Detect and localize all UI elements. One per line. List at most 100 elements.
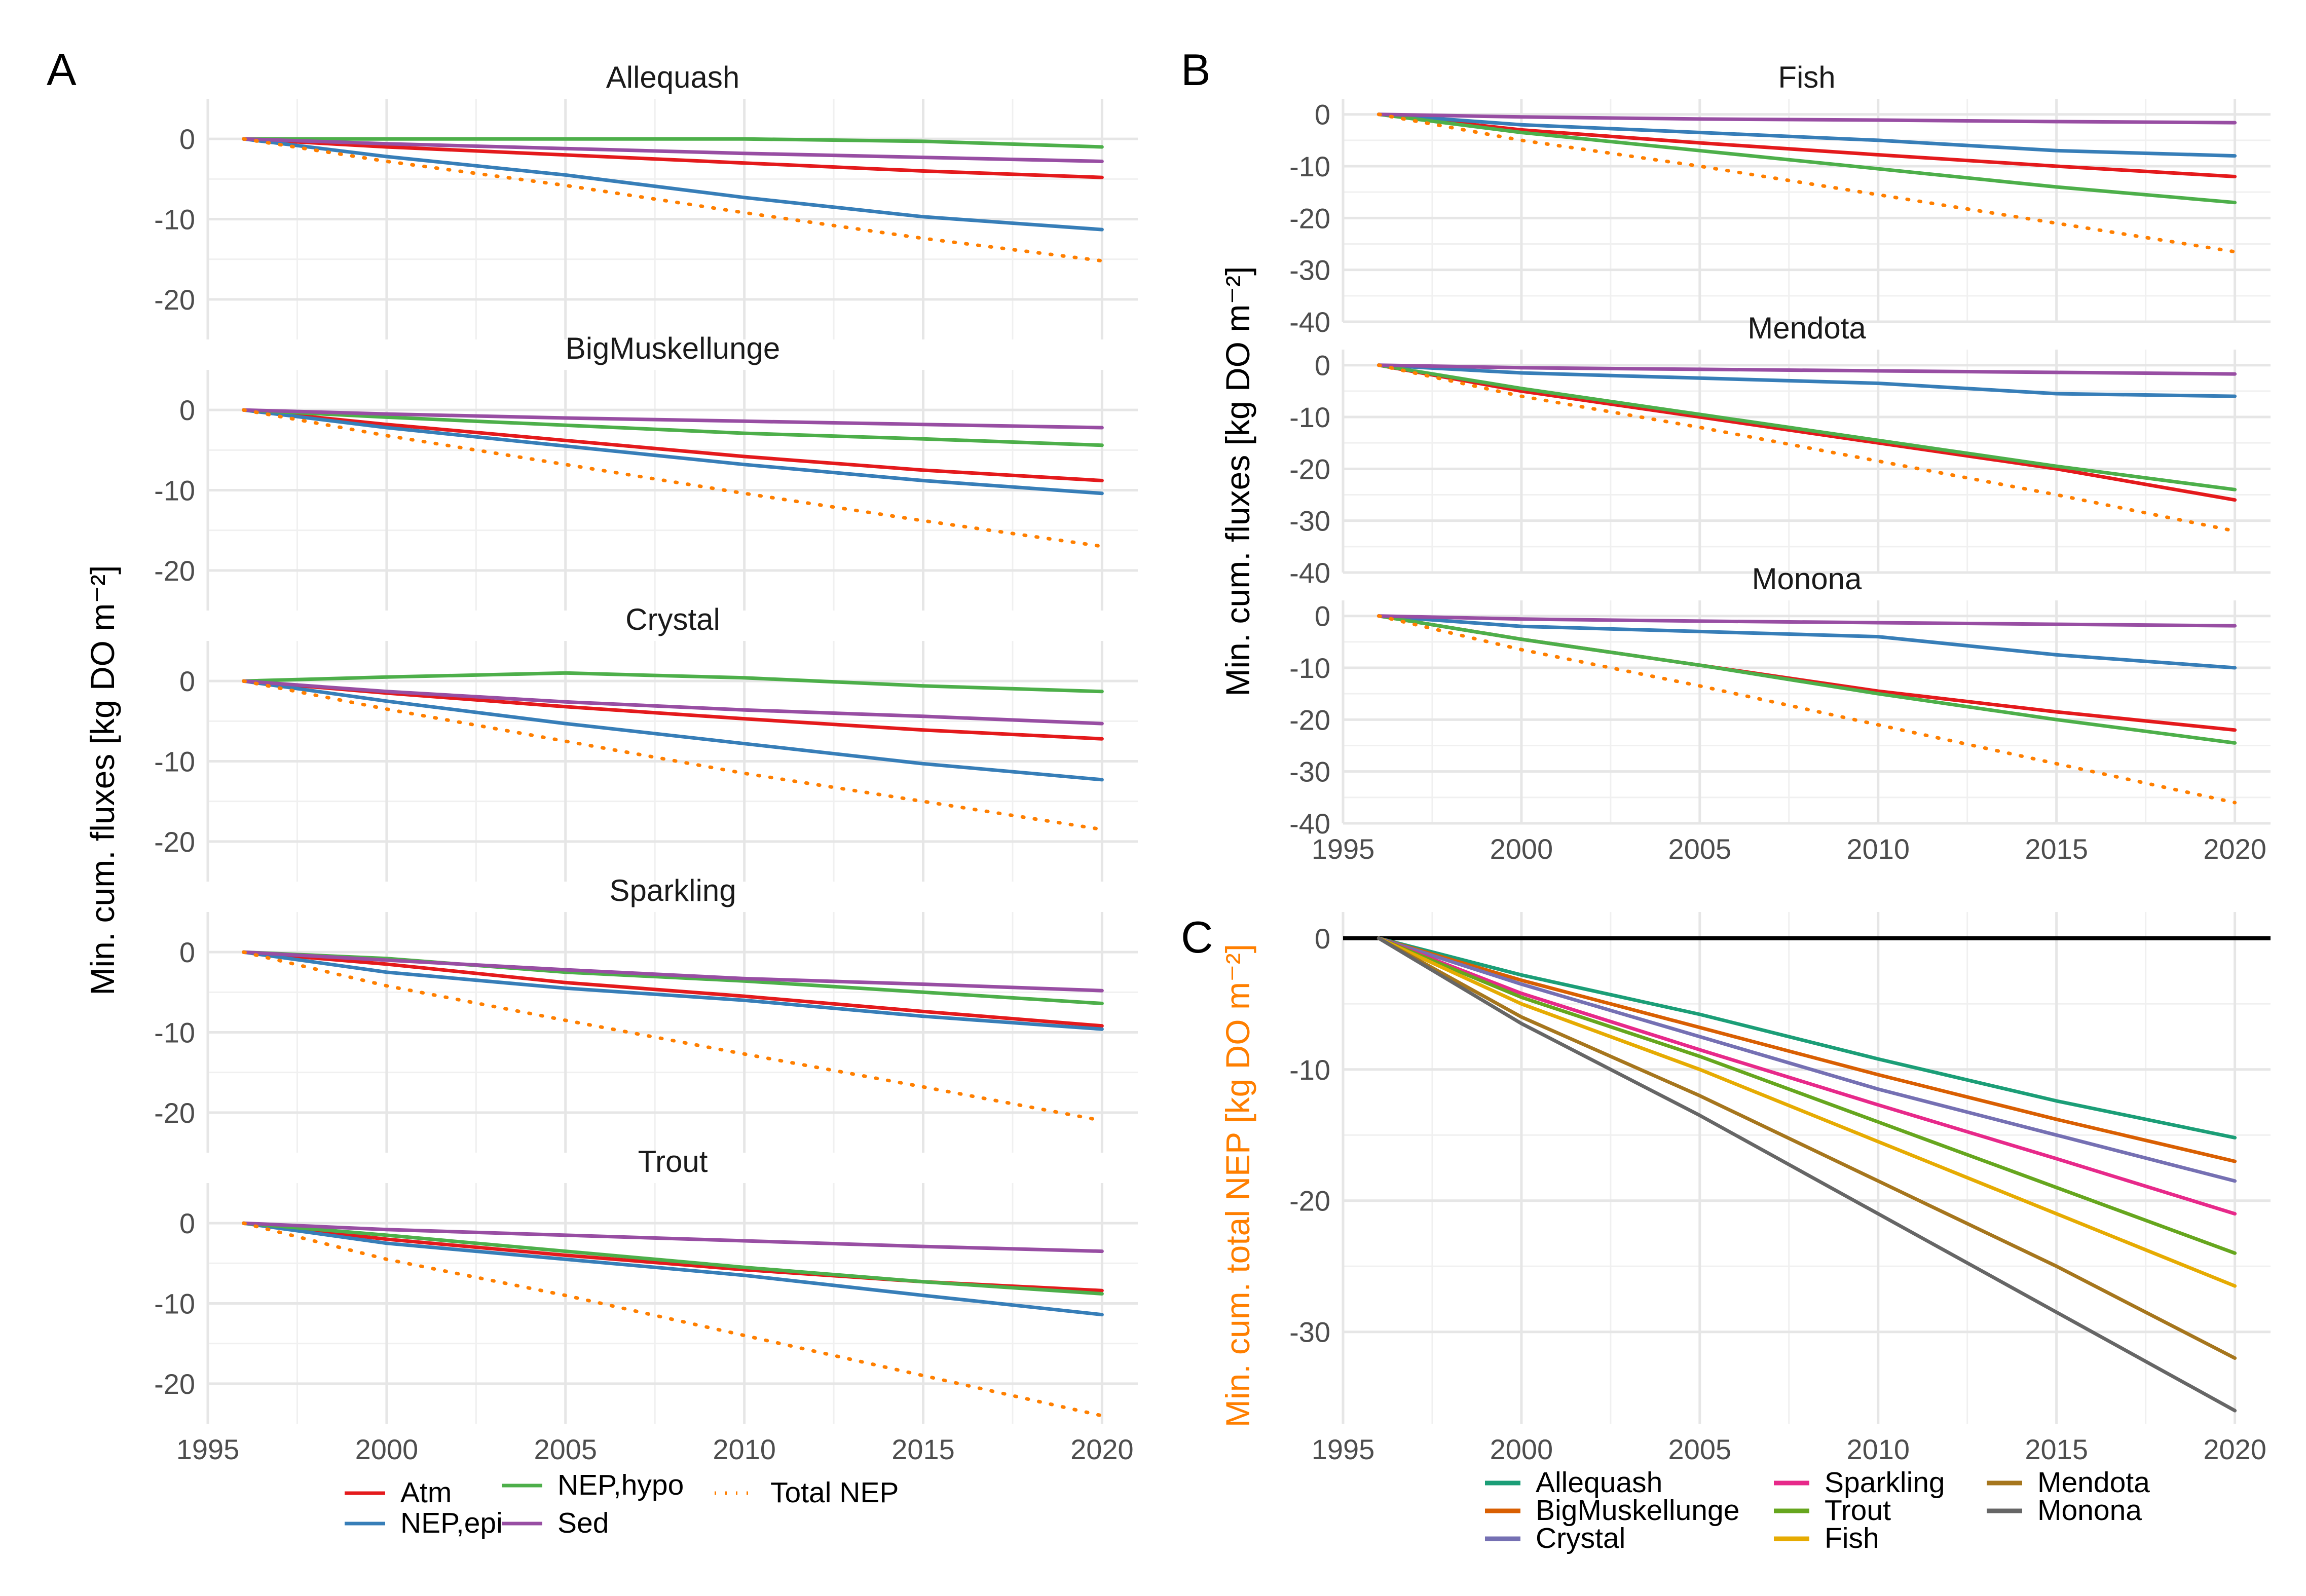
panel-b-mendota-y-tick-label: 0	[1315, 350, 1330, 382]
panel-a-crystal-y-tick-label: 0	[179, 665, 195, 697]
legend-label-allequash: Allequash	[1536, 1466, 1662, 1499]
panel-a-allequash-panel: 0 -10 -20 Allequash	[154, 60, 1138, 339]
legend-label-trout: Trout	[1825, 1494, 1891, 1527]
series-line-nep-epi	[242, 950, 1104, 1031]
legend-label-atm: Atm	[400, 1476, 452, 1509]
panel-label-c: C	[1181, 912, 1213, 962]
panel-c-x-tick-label: 1995	[1312, 1433, 1375, 1465]
series-line-atm	[1377, 112, 2237, 178]
series-line-nep-hypo	[242, 137, 1104, 149]
series-line-bigmuskellunge	[1377, 936, 2237, 1163]
series-line-total-nep	[1377, 112, 2237, 254]
legend-label-mendota: Mendota	[2037, 1466, 2150, 1499]
panel-b-y-axis-title: Min. cum. fluxes [kg DO m⁻²]	[1219, 267, 1256, 697]
series-line-sed	[242, 408, 1104, 430]
series-line-crystal	[1377, 936, 2237, 1183]
series-line-nep-epi	[1377, 614, 2237, 670]
panel-a-trout-panel: 0 -10 -20 1995 2000 2005 2010 2015 2020 Trout	[154, 1145, 1138, 1465]
series-line-sparkling	[1377, 936, 2237, 1216]
panel-a-sparkling-y-tick-label: -20	[154, 1097, 195, 1129]
panel-a-trout-y-tick-label: -20	[154, 1368, 195, 1400]
panel-label-a: A	[47, 45, 77, 95]
panel-a-allequash-y-tick-label: 0	[179, 123, 195, 155]
series-line-fish	[1377, 936, 2237, 1288]
panel-c-panel: 0 -10 -20 -30 1995 2000 2005 2010 2015 2020	[1289, 912, 2271, 1465]
panel-a-sparkling-facet-title: Sparkling	[609, 873, 736, 907]
panel-a-trout-x-tick-label: 2020	[1070, 1433, 1134, 1465]
panel-b-monona-x-tick-label: 2020	[2203, 833, 2266, 865]
plot-area: 0 -10 -20 Allequash 0 -10 -20 BigMuskellunge 0 -1…	[154, 60, 2271, 1554]
panel-a-trout-x-tick-label: 2005	[534, 1433, 597, 1465]
series-line-atm	[1377, 363, 2237, 502]
panel-a-allequash-y-tick-label: -20	[154, 284, 195, 316]
panel-label-b: B	[1181, 45, 1211, 95]
series-line-allequash	[1377, 936, 2237, 1139]
panel-b-fish-y-tick-label: 0	[1315, 99, 1330, 131]
legend-label-sparkling: Sparkling	[1825, 1466, 1945, 1499]
panel-a-allequash-facet-title: Allequash	[606, 60, 740, 94]
series-line-total-nep	[1377, 614, 2237, 805]
panel-a-bigmuskellunge-panel: 0 -10 -20 BigMuskellunge	[154, 331, 1138, 611]
series-line-nep-epi	[1377, 363, 2237, 398]
panel-b-fish-facet-title: Fish	[1778, 60, 1835, 94]
series-line-nep-hypo	[242, 671, 1104, 694]
panel-b-monona-y-tick-label: -20	[1289, 704, 1330, 736]
series-line-total-nep	[242, 679, 1104, 831]
panel-c-x-tick-label: 2005	[1668, 1433, 1732, 1465]
panel-b-monona-x-tick-label: 1995	[1312, 833, 1375, 865]
panel-b-mendota-panel: 0 -10 -20 -30 -40 Mendota	[1289, 311, 2271, 589]
series-line-nep-epi	[242, 408, 1104, 496]
legend-label-sed: Sed	[557, 1507, 609, 1539]
panel-b-monona-x-tick-label: 2010	[1846, 833, 1910, 865]
series-line-monona	[1377, 936, 2237, 1413]
series-line-nep-epi	[242, 1221, 1104, 1317]
panel-c-y-tick-label: -20	[1289, 1185, 1330, 1217]
panel-a-crystal-facet-title: Crystal	[625, 602, 720, 636]
panel-b-fish-y-tick-label: -20	[1289, 202, 1330, 234]
legend-label-total-nep: Total NEP	[770, 1476, 899, 1509]
panel-b-mendota-y-tick-label: -30	[1289, 505, 1330, 537]
series-line-sed	[1377, 614, 2237, 628]
series-line-total-nep	[242, 1221, 1104, 1418]
series-line-trout	[1377, 936, 2237, 1255]
panel-b-mendota-y-tick-label: -10	[1289, 401, 1330, 433]
series-line-atm	[242, 137, 1104, 179]
panel-c-x-tick-label: 2015	[2025, 1433, 2088, 1465]
legend-label-bigmuskellunge: BigMuskellunge	[1536, 1494, 1739, 1527]
series-line-sed	[1377, 112, 2237, 125]
panel-c-y-tick-label: -30	[1289, 1316, 1330, 1348]
panel-b-fish-y-tick-label: -10	[1289, 150, 1330, 182]
series-line-atm	[242, 950, 1104, 1028]
panel-a-bigmuskellunge-y-tick-label: 0	[179, 394, 195, 426]
panel-b-monona-facet-title: Monona	[1752, 562, 1862, 596]
series-line-total-nep	[242, 408, 1104, 548]
series-line-nep-hypo	[242, 1221, 1104, 1296]
legend-label-fish: Fish	[1825, 1522, 1879, 1554]
panel-a-allequash-y-tick-label: -10	[154, 204, 195, 236]
series-line-mendota	[1377, 936, 2237, 1360]
panel-b-monona-x-tick-label: 2000	[1490, 833, 1553, 865]
panel-c-y-tick-label: 0	[1315, 923, 1330, 955]
panel-a-trout-y-tick-label: 0	[179, 1207, 195, 1239]
panel-b-mendota-y-tick-label: -40	[1289, 557, 1330, 589]
panel-c-y-tick-label: -10	[1289, 1054, 1330, 1086]
panel-a-trout-x-tick-label: 2015	[891, 1433, 955, 1465]
series-line-sed	[242, 950, 1104, 993]
series-line-total-nep	[242, 137, 1104, 263]
panel-c-x-tick-label: 2000	[1490, 1433, 1553, 1465]
series-line-nep-epi	[242, 679, 1104, 782]
panel-a-sparkling-y-tick-label: -10	[154, 1017, 195, 1049]
series-line-nep-epi	[242, 137, 1104, 232]
panel-a-crystal-y-tick-label: -20	[154, 826, 195, 858]
legend-label-nep-hypo: NEP,hypo	[557, 1469, 684, 1501]
panel-a-bigmuskellunge-y-tick-label: -10	[154, 475, 195, 507]
panel-b-fish-y-tick-label: -30	[1289, 254, 1330, 286]
panel-b-monona-y-tick-label: -30	[1289, 756, 1330, 788]
series-line-sed	[242, 137, 1104, 163]
panel-a-bigmuskellunge-y-tick-label: -20	[154, 555, 195, 587]
panel-c-x-tick-label: 2010	[1846, 1433, 1910, 1465]
panel-b-mendota-y-tick-label: -20	[1289, 453, 1330, 485]
